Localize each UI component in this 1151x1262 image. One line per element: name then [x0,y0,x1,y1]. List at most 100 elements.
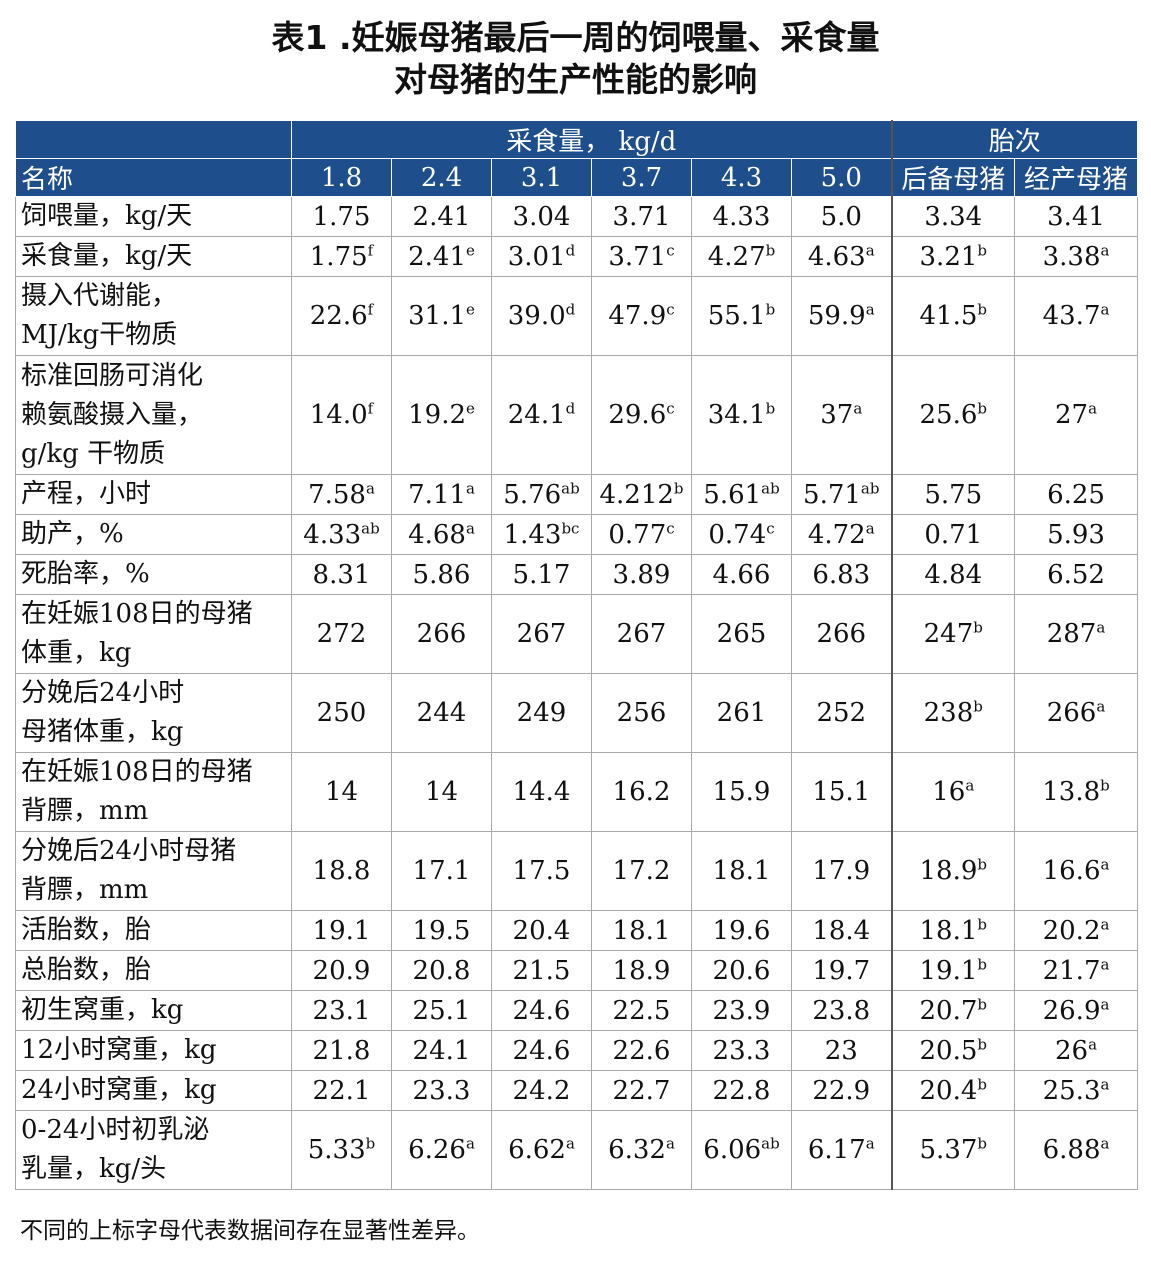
table-cell: 59.9a [790,276,893,356]
significance-superscript: a [1100,1074,1110,1093]
row-name: 分娩后24小时 母猪体重，kg [15,673,292,753]
cell-value: 287 [1046,619,1097,649]
table-cell: 0.74c [691,514,792,555]
table-cell: 4.63a [790,236,893,277]
table-cell: 47.9c [591,276,692,356]
table-cell: 272 [291,594,392,674]
table-cell: 4.68a [391,514,492,555]
table-cell: 22.6f [291,276,392,356]
table-cell: 3.38a [1014,236,1139,277]
table-cell: 0.77c [591,514,692,555]
cell-value: 247 [923,619,974,649]
table-cell: 17.2 [591,831,692,911]
table-cell: 5.75 [890,474,1016,515]
table-cell: 6.52 [1014,554,1139,595]
cell-value: 23 [824,1035,858,1066]
cell-value: 18.9 [919,856,978,886]
significance-superscript: b [977,1134,988,1153]
cell-value: 31.1 [408,301,466,331]
cell-value: 6.32 [608,1135,666,1165]
table-row: 在妊娠108日的母猪 背膘，mm 14 14 14.4 16.2 15.9 15.1 16a 13… [15,752,1139,832]
table-row: 分娩后24小时母猪 背膘，mm 18.8 17.1 17.5 17.2 18.1 17.9 18… [15,831,1139,911]
cell-value: 25.3 [1042,1075,1101,1106]
header-col-4: 3.7 [591,158,692,197]
cell-value: 17.9 [812,856,871,886]
cell-value: 1.75 [312,201,371,232]
cell-value: 55.1 [707,301,766,331]
cell-value: 47.9 [608,301,667,331]
significance-superscript: b [977,1034,988,1053]
significance-superscript: a [465,1134,475,1153]
cell-value: 5.61 [703,479,762,510]
table-cell: 6.06ab [691,1110,792,1190]
cell-value: 22.5 [612,995,671,1026]
cell-value: 18.9 [612,955,671,986]
table-cell: 265 [691,594,792,674]
table-cell: 15.1 [790,752,893,832]
table-cell: 29.6c [591,355,692,475]
table-cell: 26.9a [1014,990,1139,1031]
table-row: 总胎数，胎 20.9 20.8 21.5 18.9 20.6 19.7 19.1b 21.7a [15,950,1139,991]
significance-superscript: c [666,399,675,418]
table-cell: 18.1 [591,910,692,951]
table-cell: 25.6b [890,355,1016,475]
cell-value: 3.34 [924,201,983,232]
significance-superscript: a [965,776,975,795]
cell-value: 18.8 [312,856,371,886]
header-col-6: 5.0 [790,158,893,197]
row-name: 标准回肠可消化 赖氨酸摄入量， g/kg 干物质 [15,355,292,475]
significance-superscript: b [977,399,988,418]
header-col-sow: 经产母猪 [1014,158,1139,197]
significance-superscript: a [1100,954,1110,973]
header-col-5: 4.3 [691,158,792,197]
table-cell: 19.2e [391,355,492,475]
cell-value: 21.8 [312,1035,371,1066]
significance-superscript: e [466,240,475,259]
cell-value: 6.62 [508,1135,566,1165]
cell-value: 18.1 [712,856,771,886]
table-cell: 31.1e [391,276,492,356]
table-title-line2: 对母猪的生产性能的影响 [394,60,757,99]
cell-value: 8.31 [312,559,371,590]
significance-superscript: b [765,399,776,418]
significance-superscript: ab [561,478,580,497]
cell-value: 2.41 [412,201,471,232]
table-cell: 22.5 [591,990,692,1031]
table-cell: 4.33 [691,196,792,237]
table-cell: 22.6 [591,1030,692,1071]
cell-value: 5.17 [512,559,571,590]
significance-superscript: b [977,994,988,1013]
table-cell: 14 [391,752,492,832]
table-cell: 24.6 [491,1030,592,1071]
cell-value: 3.21 [919,241,978,272]
cell-value: 41.5 [919,301,978,331]
table-cell: 20.8 [391,950,492,991]
cell-value: 14.0 [309,400,368,430]
cell-value: 23.8 [812,995,871,1026]
cell-value: 25.6 [919,400,978,430]
significance-superscript: b [1100,776,1110,795]
cell-value: 24.1 [507,400,566,430]
table-cell: 23.3 [691,1030,792,1071]
table-cell: 3.01d [491,236,592,277]
table-row: 0-24小时初乳泌 乳量，kg/头 5.33b 6.26a 6.62a 6.32a 6.06… [15,1110,1139,1190]
row-name: 12小时窝重，kg [15,1030,292,1071]
table-cell: 4.27b [691,236,792,277]
table-cell: 238b [890,673,1016,753]
cell-value: 252 [816,698,867,728]
table-row: 活胎数，胎 19.1 19.5 20.4 18.1 19.6 18.4 18.1b 20.2a [15,910,1139,951]
table-row: 摄入代谢能， MJ/kg干物质 22.6f 31.1e 39.0d 47.9c 55.1b 5… [15,276,1139,356]
significance-superscript: b [977,954,988,973]
row-name: 初生窝重，kg [15,990,292,1031]
cell-value: 34.1 [707,400,766,430]
table-cell: 22.8 [691,1070,792,1111]
significance-superscript: a [665,1134,675,1153]
cell-value: 272 [316,619,367,649]
row-name: 摄入代谢能， MJ/kg干物质 [15,276,292,356]
table-cell: 20.2a [1014,910,1139,951]
cell-value: 24.2 [512,1075,571,1106]
table-cell: 250 [291,673,392,753]
cell-value: 266 [416,619,467,649]
cell-value: 19.5 [412,915,471,946]
cell-value: 20.2 [1042,915,1101,946]
